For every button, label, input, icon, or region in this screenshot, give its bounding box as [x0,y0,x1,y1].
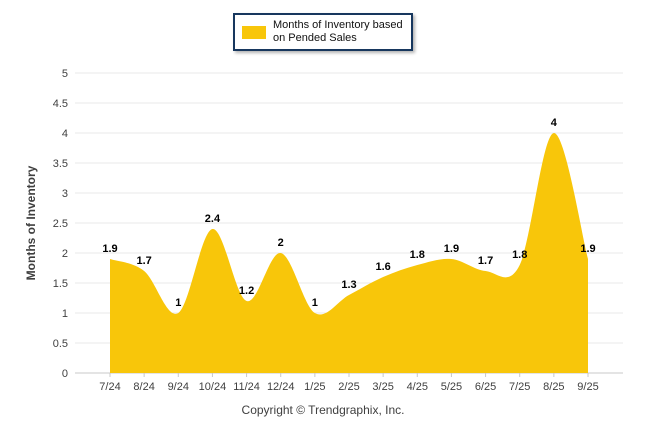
svg-text:7/25: 7/25 [509,381,530,393]
svg-text:0.5: 0.5 [53,338,68,350]
svg-text:1.9: 1.9 [580,243,595,255]
svg-text:2: 2 [278,237,284,249]
svg-text:8/24: 8/24 [133,381,154,393]
svg-text:1: 1 [62,308,68,320]
svg-text:12/24: 12/24 [267,381,295,393]
svg-text:10/24: 10/24 [199,381,227,393]
svg-text:3: 3 [62,188,68,200]
svg-text:1.7: 1.7 [136,255,151,267]
svg-text:3/25: 3/25 [372,381,393,393]
svg-text:1: 1 [175,297,181,309]
svg-text:1.6: 1.6 [375,261,390,273]
svg-text:1.7: 1.7 [478,255,493,267]
svg-text:7/24: 7/24 [99,381,120,393]
svg-text:1.8: 1.8 [512,249,527,261]
legend-label-line2: on Pended Sales [273,32,357,44]
legend-swatch-icon [242,25,266,39]
svg-text:6/25: 6/25 [475,381,496,393]
legend-label: Months of Inventory based on Pended Sale… [273,19,403,45]
svg-text:2.4: 2.4 [205,213,221,225]
svg-text:1.5: 1.5 [53,278,68,290]
svg-text:3.5: 3.5 [53,158,68,170]
svg-text:8/25: 8/25 [543,381,564,393]
legend-label-line1: Months of Inventory based [273,19,403,31]
svg-text:4.5: 4.5 [53,98,68,110]
svg-text:1.9: 1.9 [444,243,459,255]
svg-text:1: 1 [312,297,318,309]
svg-text:4: 4 [62,128,68,140]
svg-text:4/25: 4/25 [407,381,428,393]
svg-text:9/24: 9/24 [168,381,189,393]
svg-text:1.2: 1.2 [239,285,254,297]
legend: Months of Inventory based on Pended Sale… [233,13,413,51]
svg-text:5: 5 [62,68,68,80]
copyright-text: Copyright © Trendgraphix, Inc. [241,403,405,417]
svg-text:1.9: 1.9 [102,243,117,255]
svg-text:1/25: 1/25 [304,381,325,393]
svg-text:2: 2 [62,248,68,260]
svg-text:2/25: 2/25 [338,381,359,393]
y-axis-title: Months of Inventory [24,165,38,281]
svg-text:1.3: 1.3 [341,279,356,291]
svg-text:9/25: 9/25 [577,381,598,393]
svg-text:2.5: 2.5 [53,218,68,230]
svg-text:11/24: 11/24 [233,381,260,393]
svg-text:0: 0 [62,368,68,380]
svg-text:5/25: 5/25 [441,381,462,393]
svg-text:4: 4 [551,117,558,129]
svg-text:1.8: 1.8 [410,249,425,261]
